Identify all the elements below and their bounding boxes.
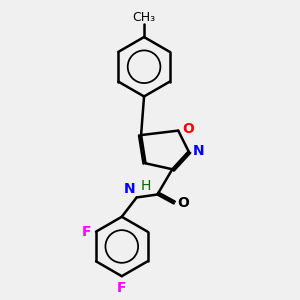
Text: H: H <box>141 179 152 193</box>
Text: N: N <box>124 182 135 196</box>
Text: N: N <box>193 144 205 158</box>
Text: F: F <box>117 280 127 295</box>
Text: CH₃: CH₃ <box>133 11 156 24</box>
Text: O: O <box>177 196 189 210</box>
Text: F: F <box>82 225 92 238</box>
Text: O: O <box>182 122 194 136</box>
